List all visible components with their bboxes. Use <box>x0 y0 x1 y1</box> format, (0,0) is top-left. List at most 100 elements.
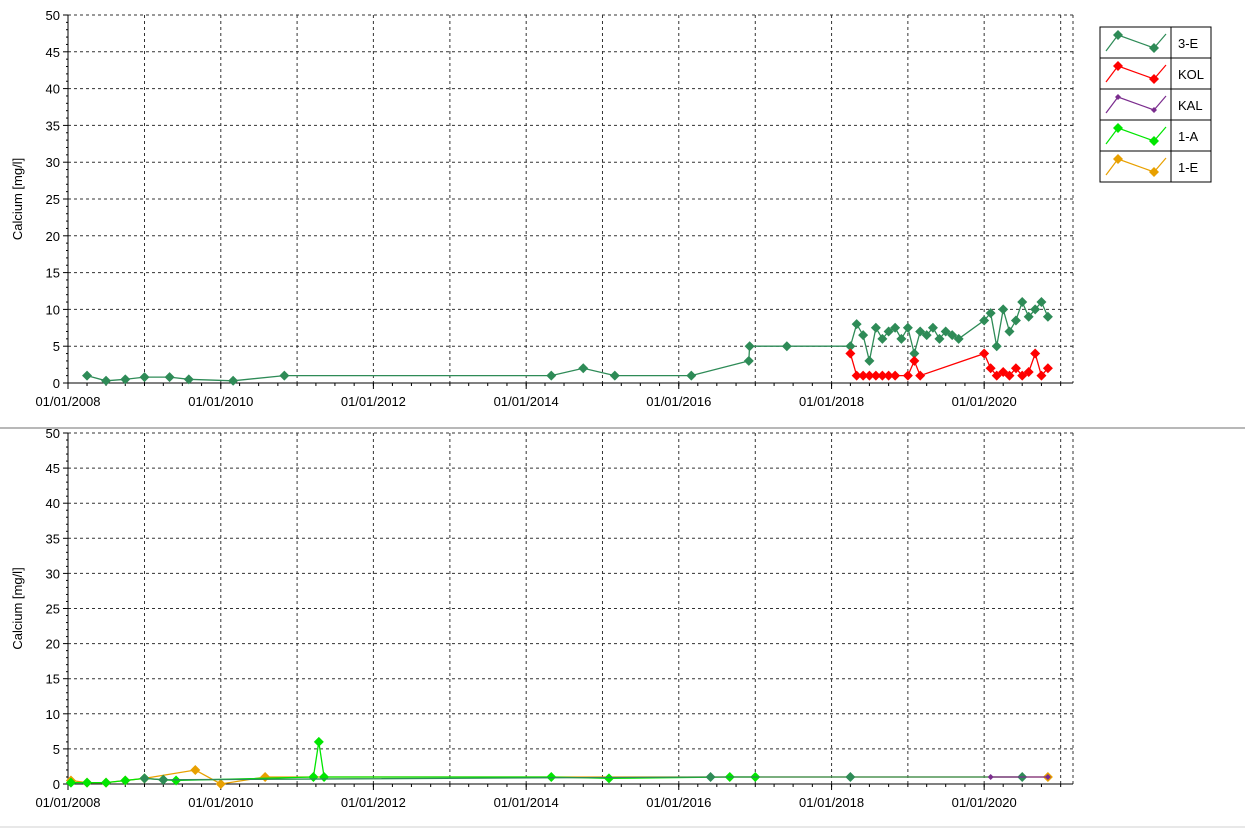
data-point-KOL <box>845 348 856 359</box>
legend-marker <box>1115 94 1121 100</box>
x-tick-label: 01/01/2012 <box>341 394 406 409</box>
x-tick-label: 01/01/2016 <box>646 795 711 810</box>
data-point-KOL <box>870 370 881 381</box>
y-tick-label: 0 <box>53 777 60 792</box>
data-point-KOL <box>858 370 869 381</box>
data-point-3-E <box>870 322 881 333</box>
legend-marker <box>1113 61 1123 71</box>
legend-marker <box>1151 107 1157 113</box>
data-point-KOL <box>851 370 862 381</box>
y-tick-label: 25 <box>46 602 60 617</box>
legend-entry-3-E: 3-E <box>1099 26 1212 59</box>
x-tick-label: 01/01/2020 <box>952 394 1017 409</box>
data-point-1-A <box>319 771 330 782</box>
x-tick-label: 01/01/2018 <box>799 394 864 409</box>
y-axis-title: Calcium [mg/l] <box>10 567 25 649</box>
y-tick-label: 15 <box>46 266 60 281</box>
y-tick-label: 50 <box>46 426 60 441</box>
y-tick-label: 10 <box>46 302 60 317</box>
legend-line-sample <box>1105 126 1167 145</box>
legend-marker <box>1149 167 1159 177</box>
data-point-3-E <box>864 355 875 366</box>
x-tick-label: 01/01/2008 <box>35 394 100 409</box>
series-KOL <box>845 348 1053 381</box>
data-point-3-E <box>228 375 239 386</box>
y-tick-label: 30 <box>46 566 60 581</box>
series-line-3-E <box>86 300 1049 382</box>
y-tick-label: 20 <box>46 637 60 652</box>
data-point-3-E <box>578 363 589 374</box>
data-point-3-E <box>845 341 856 352</box>
data-point-KOL <box>1017 370 1028 381</box>
data-point-KOL <box>1042 363 1053 374</box>
data-point-3-E <box>896 333 907 344</box>
data-point-KOL <box>1023 366 1034 377</box>
data-point-3-E <box>1042 311 1053 322</box>
data-point-KOL <box>883 370 894 381</box>
x-tick-label: 01/01/2010 <box>188 394 253 409</box>
data-point-3-E <box>101 375 112 386</box>
y-tick-label: 5 <box>53 742 60 757</box>
legend-label-cell <box>1170 150 1212 183</box>
legend-line-sample <box>1105 33 1167 52</box>
data-point-KOL <box>909 355 920 366</box>
legend-entry-1-A: 1-A <box>1099 119 1212 152</box>
data-point-KAL <box>987 773 994 780</box>
y-tick-label: 40 <box>46 496 60 511</box>
y-tick-label: 45 <box>46 45 60 60</box>
x-tick-label: 01/01/2018 <box>799 795 864 810</box>
y-tick-label: 35 <box>46 531 60 546</box>
y-tick-label: 0 <box>53 376 60 391</box>
data-point-3-E <box>781 341 792 352</box>
y-tick-label: 30 <box>46 155 60 170</box>
x-tick-label: 01/01/2012 <box>341 795 406 810</box>
data-point-3-E <box>883 326 894 337</box>
data-point-3-E <box>890 322 901 333</box>
data-point-3-E <box>139 773 150 784</box>
y-tick-label: 25 <box>46 192 60 207</box>
y-tick-label: 10 <box>46 707 60 722</box>
data-point-3-E <box>1023 311 1034 322</box>
x-tick-label: 01/01/2016 <box>646 394 711 409</box>
data-point-1-A <box>82 777 93 788</box>
legend-label: KAL <box>1178 98 1203 113</box>
legend-entry-1-E: 1-E <box>1099 150 1212 183</box>
data-point-3-E <box>158 774 169 785</box>
data-point-3-E <box>546 370 557 381</box>
data-point-3-E <box>1004 326 1015 337</box>
data-point-3-E <box>686 370 697 381</box>
data-point-KOL <box>864 370 875 381</box>
data-point-3-E <box>851 319 862 330</box>
legend-label: 3-E <box>1178 36 1199 51</box>
x-tick-label: 01/01/2010 <box>188 795 253 810</box>
chart-legend: 3-E KOL KAL 1-A 1-E <box>1099 26 1212 183</box>
bottom-chart-panel: 0 5 10 15 20 25 30 35 40 45 50 01/01/2008 01/01/2010… <box>10 426 1074 810</box>
data-point-3-E <box>858 330 869 341</box>
series-KAL <box>987 773 1051 780</box>
grid-lines <box>68 432 1073 784</box>
legend-label: 1-A <box>1178 129 1199 144</box>
data-point-3-E <box>164 372 175 383</box>
data-point-3-E <box>915 326 926 337</box>
y-tick-label: 45 <box>46 461 60 476</box>
data-point-1-A <box>65 777 76 788</box>
data-point-KOL <box>985 363 996 374</box>
data-point-3-E <box>934 333 945 344</box>
legend-label: KOL <box>1178 67 1204 82</box>
data-point-3-E <box>909 348 920 359</box>
data-point-3-E <box>998 304 1009 315</box>
data-point-KOL <box>902 370 913 381</box>
data-point-KOL <box>1030 348 1041 359</box>
x-tick-label: 01/01/2014 <box>494 795 559 810</box>
data-point-3-E <box>120 374 131 385</box>
data-point-3-E <box>183 374 194 385</box>
data-point-KOL <box>1004 370 1015 381</box>
data-point-3-E <box>1017 297 1028 308</box>
data-point-1-A <box>603 773 614 784</box>
y-tick-label: 20 <box>46 229 60 244</box>
data-point-1-A <box>308 771 319 782</box>
y-tick-label: 50 <box>46 8 60 23</box>
data-point-3-E <box>940 326 951 337</box>
data-point-3-E <box>1036 297 1047 308</box>
